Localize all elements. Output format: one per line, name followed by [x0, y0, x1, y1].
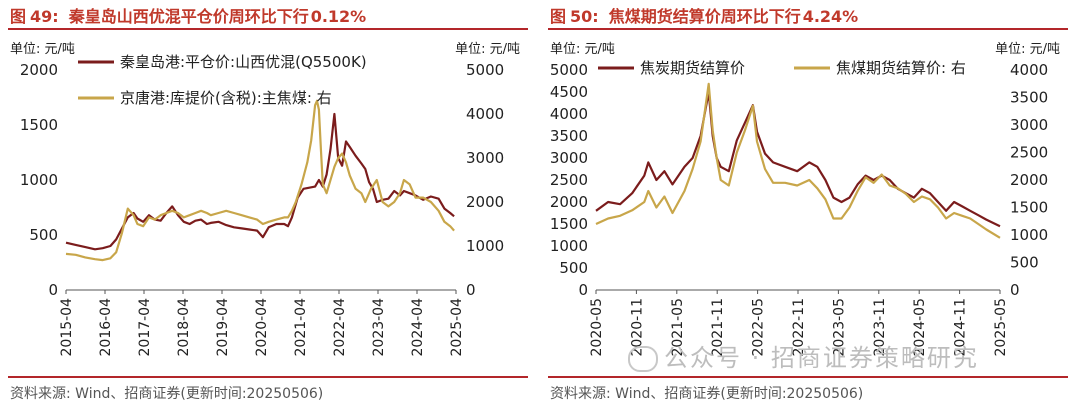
y-right-tick-label: 0 [466, 281, 476, 299]
x-tick-label: 2015-04 [59, 298, 75, 357]
y-left-tick-label: 1000 [20, 171, 58, 189]
title-prefix: 图 [10, 7, 27, 26]
x-tick-label: 2024-04 [410, 298, 426, 357]
wechat-icon [628, 346, 658, 372]
x-tick-label: 2021-11 [710, 298, 726, 357]
chart-panel-left: 图 49: 秦皇岛山西优混平仓价周环比下行 0.12% 单位: 元/吨 单位: 元/吨… [8, 0, 528, 405]
x-tick-label: 2022-05 [751, 298, 767, 357]
source-divider [8, 376, 528, 378]
y-left-tick-label: 1500 [550, 215, 588, 233]
x-tick-label: 2017-04 [137, 298, 153, 357]
y-left-tick-label: 3000 [550, 149, 588, 167]
y-right-tick-label: 3000 [466, 149, 504, 167]
chart-title: 图 50: 焦煤期货结算价周环比下行 4.24% [550, 3, 858, 27]
x-tick-label: 2020-04 [254, 298, 270, 357]
title-prefix: 图 [550, 7, 567, 26]
unit-left-label: 单位: 元/吨 [10, 42, 75, 57]
y-left-tick-label: 1500 [20, 116, 58, 134]
y-left-tick-label: 4500 [550, 83, 588, 101]
y-left-tick-label: 500 [29, 226, 58, 244]
source-note: 资料来源: Wind、招商证券(更新时间:20250506) [10, 386, 324, 402]
y-left-tick-label: 2000 [550, 193, 588, 211]
series-line-1 [595, 90, 1001, 228]
line-chart: 0500100015002000250030003500400045005000… [550, 59, 1048, 357]
chart-title: 图 49: 秦皇岛山西优混平仓价周环比下行 0.12% [10, 3, 366, 27]
y-left-tick-label: 0 [578, 281, 588, 299]
y-right-tick-label: 4000 [1010, 61, 1048, 79]
x-tick-label: 2020-11 [629, 298, 645, 357]
y-left-tick-label: 3500 [550, 127, 588, 145]
y-right-tick-label: 2000 [1010, 171, 1048, 189]
x-tick-label: 2016-04 [98, 298, 114, 357]
unit-left-label: 单位: 元/吨 [550, 42, 615, 57]
source-note: 资料来源: Wind、招商证券(更新时间:20250506) [550, 386, 864, 402]
y-right-tick-label: 3500 [1010, 89, 1048, 107]
title-percent: 0.12% [310, 7, 367, 26]
chart-panel-right: 图 50: 焦煤期货结算价周环比下行 4.24% 单位: 元/吨 单位: 元/吨 0 5… [548, 0, 1068, 405]
legend-label: 京唐港:库提价(含税):主焦煤: 右 [120, 89, 332, 107]
y-right-tick-label: 1000 [466, 237, 504, 255]
series-line-2 [65, 99, 455, 262]
x-tick-label: 2024-11 [953, 298, 969, 357]
x-tick-label: 2018-04 [176, 298, 192, 357]
title-percent: 4.24% [802, 7, 859, 26]
x-tick-label: 2025-04 [449, 298, 465, 357]
title-text: 焦煤期货结算价周环比下行 [608, 7, 801, 26]
y-left-tick-label: 2500 [550, 171, 588, 189]
x-tick-label: 2024-05 [912, 298, 928, 357]
x-tick-label: 2019-04 [215, 298, 231, 357]
y-right-tick-label: 0 [1010, 281, 1020, 299]
unit-right-label: 单位: 元/吨 [455, 42, 520, 57]
x-tick-label: 2020-05 [589, 298, 605, 357]
watermark: 公众号 · 招商证券策略研究 [628, 338, 979, 373]
y-left-tick-label: 4000 [550, 105, 588, 123]
title-number: 49: [30, 7, 59, 26]
y-right-tick-label: 2000 [466, 193, 504, 211]
watermark-text: 公众号 · 招商证券策略研究 [664, 344, 979, 372]
x-tick-label: 2023-11 [872, 298, 888, 357]
y-left-tick-label: 1000 [550, 237, 588, 255]
y-right-tick-label: 4000 [466, 105, 504, 123]
legend-label: 焦煤期货结算价: 右 [836, 59, 966, 77]
title-number: 50: [570, 7, 599, 26]
title-text: 秦皇岛山西优混平仓价周环比下行 [68, 7, 309, 26]
y-left-tick-label: 0 [48, 281, 58, 299]
line-chart: 0 500 1000 1500 2000 0 1000 2000 3000 4000 5000 201… [20, 53, 504, 357]
legend-label: 焦炭期货结算价 [640, 59, 745, 77]
title-bar [548, 2, 1068, 30]
y-right-tick-label: 5000 [466, 61, 504, 79]
y-left-tick-label: 2000 [20, 61, 58, 79]
unit-right-label: 单位: 元/吨 [995, 42, 1060, 57]
x-tick-label: 2021-05 [670, 298, 686, 357]
legend-label: 秦皇岛港:平仓价:山西优混(Q5500K) [120, 53, 367, 71]
source-divider [548, 376, 1068, 378]
x-tick-label: 2022-11 [791, 298, 807, 357]
x-tick-label: 2025-05 [993, 298, 1009, 357]
y-right-tick-label: 500 [1010, 254, 1039, 272]
y-right-tick-label: 1000 [1010, 226, 1048, 244]
x-tick-label: 2022-04 [332, 298, 348, 357]
series-line-1 [65, 112, 455, 251]
title-bar [8, 2, 528, 30]
y-right-tick-label: 1500 [1010, 199, 1048, 217]
x-tick-label: 2021-04 [293, 298, 309, 357]
x-tick-label: 2023-04 [371, 298, 387, 357]
y-right-tick-label: 2500 [1010, 144, 1048, 162]
y-left-tick-label: 5000 [550, 61, 588, 79]
x-tick-label: 2023-05 [831, 298, 847, 357]
y-left-tick-label: 500 [559, 259, 588, 277]
series-line-2 [595, 82, 1001, 239]
y-right-tick-label: 3000 [1010, 116, 1048, 134]
